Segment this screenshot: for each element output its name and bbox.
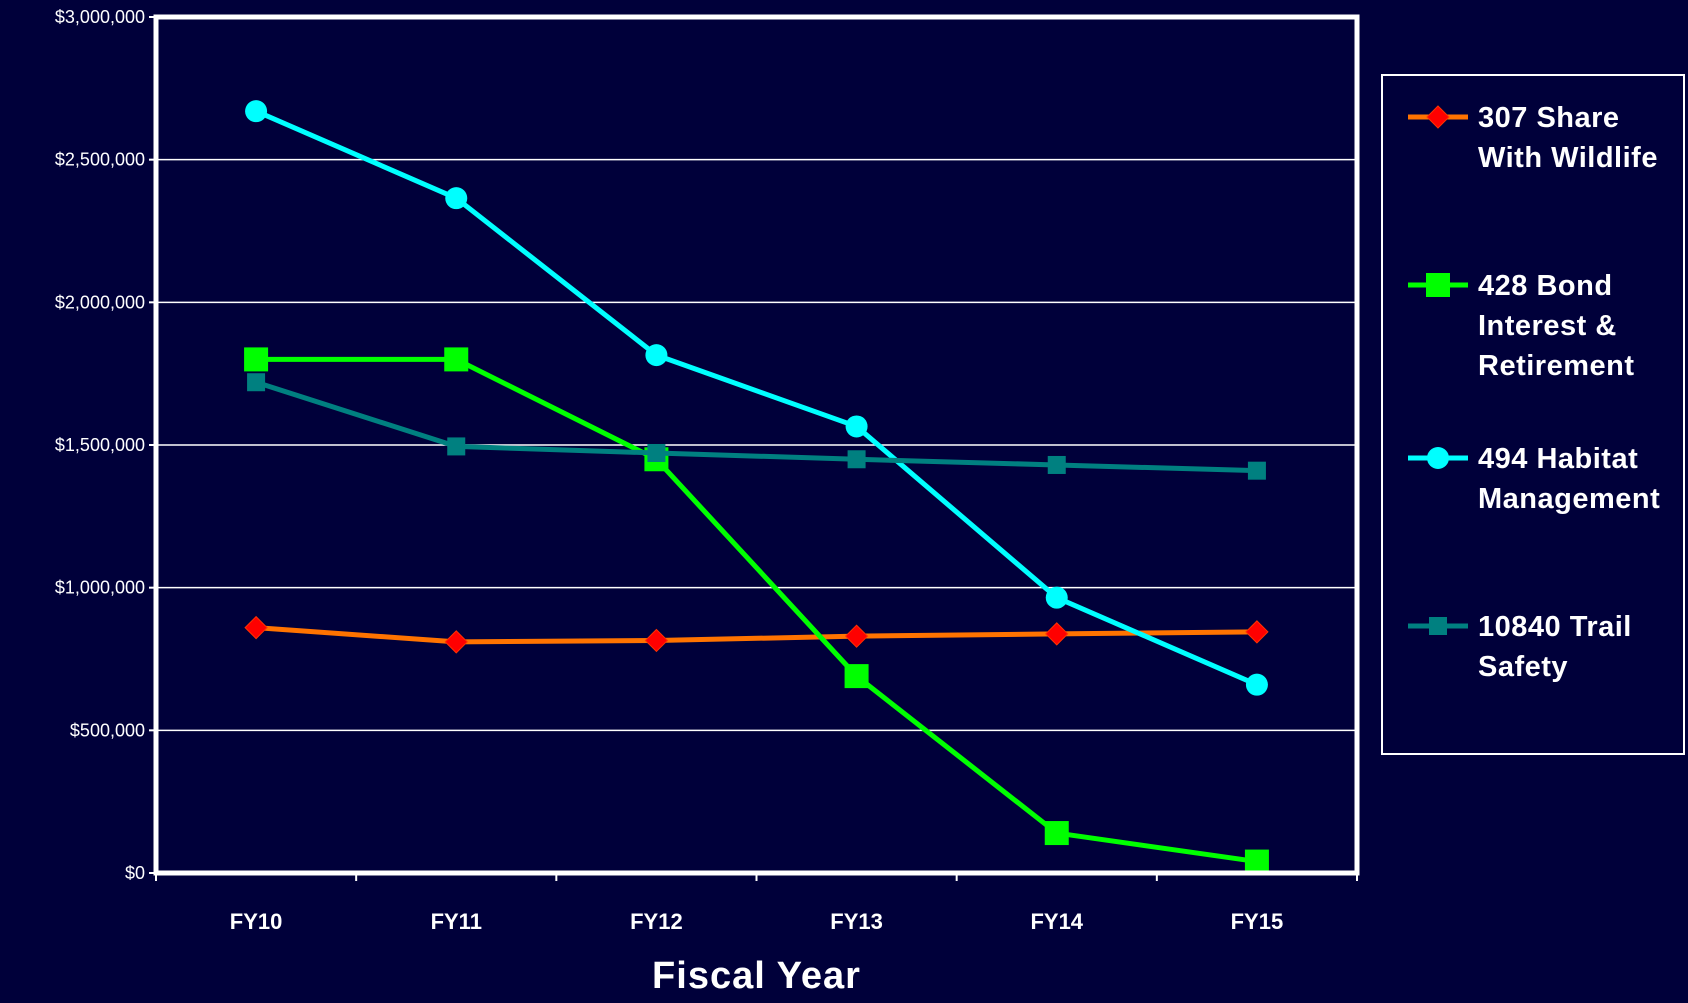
data-point bbox=[1245, 620, 1269, 644]
legend-label: 10840 Trail Safety bbox=[1478, 611, 1632, 683]
legend-entry: 494 Habitat Management bbox=[1408, 443, 1660, 515]
data-point bbox=[847, 450, 866, 469]
y-tick-label: $1,000,000 bbox=[55, 578, 145, 598]
legend-label-line: 494 Habitat bbox=[1478, 443, 1638, 475]
data-point bbox=[444, 347, 469, 372]
data-point bbox=[445, 187, 468, 210]
series-group bbox=[244, 100, 1269, 874]
data-point bbox=[844, 624, 869, 648]
y-tick-label: $2,000,000 bbox=[55, 292, 145, 312]
legend-label: 307 Share With Wildlife bbox=[1478, 102, 1658, 174]
series-line bbox=[256, 356, 1258, 865]
data-point bbox=[1247, 461, 1266, 480]
series-4 bbox=[247, 373, 1266, 480]
y-tick-label: $2,500,000 bbox=[55, 150, 145, 170]
legend-marker bbox=[1426, 273, 1450, 297]
legend-label-line: Safety bbox=[1478, 651, 1568, 683]
legend-label-line: With Wildlife bbox=[1478, 142, 1658, 174]
legend-label-line: 428 Bond bbox=[1478, 270, 1613, 302]
y-tick-label: $500,000 bbox=[70, 720, 145, 740]
data-point bbox=[645, 344, 668, 367]
x-tick-label: FY13 bbox=[830, 909, 883, 934]
data-point bbox=[647, 443, 666, 462]
legend-box bbox=[1381, 74, 1685, 755]
data-point bbox=[644, 628, 669, 653]
legend-label-line: 307 Share bbox=[1478, 102, 1620, 134]
data-point bbox=[244, 347, 269, 372]
legend-marker bbox=[1426, 105, 1450, 129]
x-axis-title: Fiscal Year bbox=[652, 955, 861, 997]
x-tick-label: FY15 bbox=[1231, 909, 1284, 934]
legend-label-line: 10840 Trail bbox=[1478, 611, 1632, 643]
legend-label-line: Interest & bbox=[1478, 310, 1617, 342]
data-point bbox=[245, 100, 268, 123]
data-point bbox=[1244, 849, 1269, 874]
series-1 bbox=[244, 615, 1269, 654]
legend-entry: 428 Bond Interest & Retirement bbox=[1408, 270, 1635, 382]
y-tick-label: $0 bbox=[125, 863, 145, 883]
legend: 307 Share With Wildlife 428 Bond Interest &… bbox=[1381, 74, 1685, 755]
legend-label: 428 Bond Interest & Retirement bbox=[1478, 270, 1635, 382]
y-tick-label: $1,500,000 bbox=[55, 435, 145, 455]
data-point bbox=[1044, 821, 1069, 846]
legend-entry: 10840 Trail Safety bbox=[1408, 611, 1632, 683]
legend-marker bbox=[1429, 617, 1447, 635]
series-line bbox=[255, 379, 1257, 474]
legend-label-line: Management bbox=[1478, 483, 1660, 515]
data-point bbox=[1047, 455, 1066, 474]
series-line bbox=[255, 625, 1257, 645]
data-point bbox=[1045, 586, 1068, 609]
data-point bbox=[1045, 622, 1069, 646]
data-point bbox=[244, 615, 268, 640]
x-tick-label: FY12 bbox=[630, 909, 683, 934]
grid-lines bbox=[156, 158, 1357, 732]
data-point bbox=[845, 415, 868, 438]
x-axis: FY10 FY11 FY12 FY13 FY14 FY15 bbox=[155, 873, 1358, 934]
data-point bbox=[1245, 673, 1268, 696]
legend-entry: 307 Share With Wildlife bbox=[1408, 102, 1658, 174]
x-tick-label: FY11 bbox=[431, 909, 482, 934]
data-point bbox=[447, 437, 466, 456]
legend-label: 494 Habitat Management bbox=[1478, 443, 1660, 515]
series-2 bbox=[244, 347, 1269, 874]
y-tick-label: $3,000,000 bbox=[55, 7, 145, 27]
series-line bbox=[255, 108, 1258, 687]
x-tick-label: FY10 bbox=[230, 909, 283, 934]
legend-label-line: Retirement bbox=[1478, 350, 1635, 382]
x-tick-label: FY14 bbox=[1030, 909, 1083, 934]
data-point bbox=[844, 664, 869, 689]
plot-area-border bbox=[153, 14, 1360, 876]
data-point bbox=[247, 373, 266, 392]
legend-marker bbox=[1427, 447, 1449, 469]
data-point bbox=[444, 630, 468, 654]
series-3 bbox=[245, 100, 1268, 696]
y-axis: $0 $500,000 $1,000,000 $1,500,000 $2,000,000… bbox=[55, 7, 156, 883]
